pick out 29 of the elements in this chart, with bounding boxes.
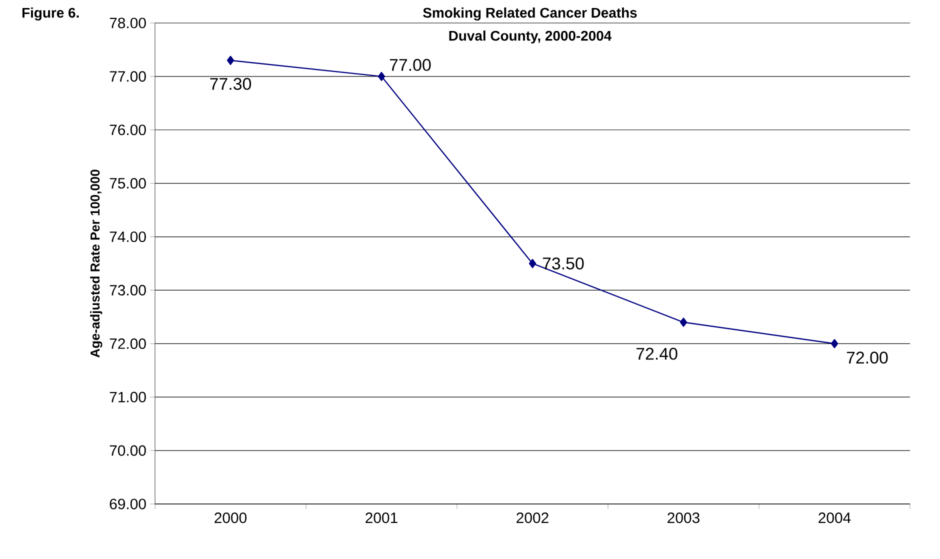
y-tick-label: 76.00 <box>110 124 146 136</box>
data-label: 73.50 <box>542 257 584 270</box>
y-tick-label: 72.00 <box>110 338 146 349</box>
x-tick-label: 2000 <box>214 512 247 524</box>
point <box>378 72 386 82</box>
data-label: 72.00 <box>846 352 888 364</box>
y-tick-label: 70.00 <box>110 445 146 456</box>
y-axis-title: Age-adjusted Rate Per 100,000 <box>90 170 102 358</box>
y-tick-label: 77.00 <box>110 71 146 82</box>
y-tick-label: 75.00 <box>110 178 146 189</box>
x-tick-label: 2004 <box>818 512 851 524</box>
point <box>226 56 234 65</box>
data-label: 77.00 <box>390 58 431 71</box>
y-tick-label: 78.00 <box>110 18 146 28</box>
data-label: 77.30 <box>210 78 252 90</box>
x-tick-label: 2003 <box>668 512 700 524</box>
caption: Figure 6. <box>22 7 79 21</box>
point <box>528 258 536 268</box>
text: Duval County, 2000-2004 <box>449 30 612 44</box>
x-tick-label: 2002 <box>516 512 548 524</box>
y-tick-label: 73.00 <box>110 284 146 296</box>
y-tick-label: 74.00 <box>110 231 146 242</box>
point <box>830 339 838 348</box>
chart-title: Smoking Related Cancer Deaths <box>423 7 637 21</box>
y-tick-label: 71.00 <box>110 392 146 402</box>
x-tick-label: 2001 <box>366 512 398 524</box>
point <box>680 318 688 327</box>
data-label: 72.40 <box>636 348 678 360</box>
y-tick-label: 69.00 <box>110 498 146 510</box>
